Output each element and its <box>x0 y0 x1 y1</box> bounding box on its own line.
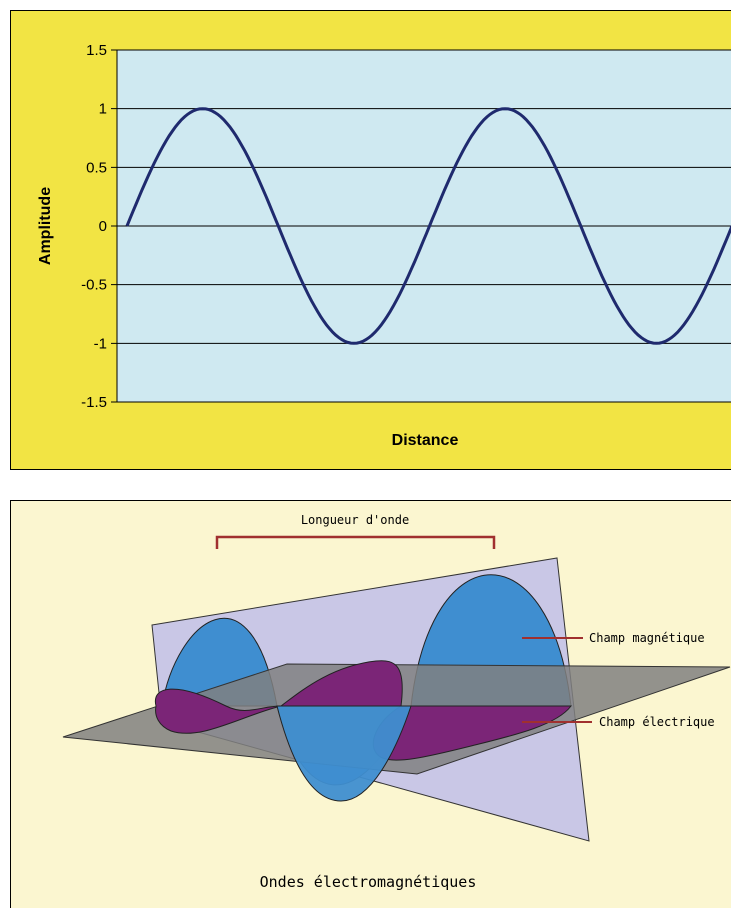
magnetic-field-label: Champ magnétique <box>589 631 705 645</box>
sine-wave-chart: 1.5 1 0.5 0 -0.5 -1 -1.5 Amplitude Dista… <box>10 10 731 470</box>
electromagnetic-wave-diagram: Longueur d'onde Champ magnétique Champ é… <box>10 500 731 908</box>
magnetic-lobe <box>276 705 412 802</box>
chart-canvas: 1.5 1 0.5 0 -0.5 -1 -1.5 Amplitude Dista… <box>37 42 731 449</box>
gridlines <box>111 49 731 403</box>
y-tick-label: -1 <box>94 335 107 352</box>
sine-series-line <box>125 107 731 345</box>
diagram-canvas: Longueur d'onde Champ magnétique Champ é… <box>62 513 731 891</box>
y-tick-label: 0 <box>99 218 107 235</box>
y-tick-label: 1.5 <box>86 42 107 59</box>
y-tick-labels: 1.5 1 0.5 0 -0.5 -1 -1.5 <box>81 42 107 411</box>
y-tick-label: 0.5 <box>86 159 107 176</box>
y-tick-label: -0.5 <box>81 277 107 294</box>
y-axis-title: Amplitude <box>37 187 54 265</box>
x-axis-title: Distance <box>392 432 459 449</box>
wavelength-bracket <box>215 535 496 549</box>
diagram-title: Ondes électromagnétiques <box>260 873 477 891</box>
y-tick-label: 1 <box>99 101 107 118</box>
y-tick-label: -1.5 <box>81 394 107 411</box>
electric-lobe <box>279 660 403 707</box>
electric-field-label: Champ électrique <box>599 715 715 729</box>
wavelength-label: Longueur d'onde <box>301 513 409 527</box>
